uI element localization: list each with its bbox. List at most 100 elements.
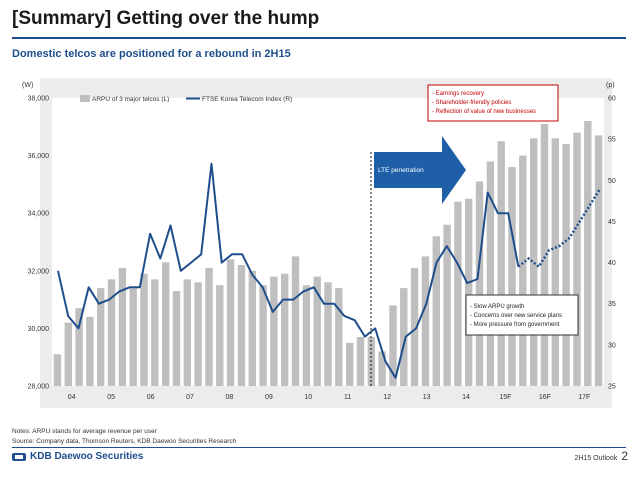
left-tick-label: 34,000	[28, 211, 50, 218]
bar	[107, 279, 116, 386]
bar	[64, 322, 72, 386]
x-tick-label: 17F	[578, 394, 590, 401]
x-tick-label: 08	[226, 394, 234, 401]
bottom-annotation-text: - Slow ARPU growth	[470, 304, 524, 310]
title-rule	[12, 37, 626, 39]
source-line: Source: Company data, Thomson Reuters, K…	[12, 438, 237, 445]
left-tick-label: 36,000	[28, 153, 50, 160]
right-tick-label: 40	[608, 260, 616, 267]
right-tick-label: 50	[608, 178, 616, 185]
bar	[75, 308, 83, 386]
notes-line: Notes: ARPU stands for average revenue p…	[12, 428, 157, 435]
top-annotation-text: - Shareholder-friendly policies	[432, 100, 511, 106]
x-tick-label: 09	[265, 394, 273, 401]
bar	[594, 135, 603, 386]
bar	[129, 288, 137, 386]
legend-bar-swatch	[80, 95, 90, 102]
bar	[573, 132, 581, 386]
bar	[530, 138, 538, 386]
x-tick-label: 11	[344, 394, 351, 401]
left-tick-label: 28,000	[28, 384, 50, 391]
bar	[302, 285, 311, 386]
bar	[97, 288, 105, 386]
bar	[162, 262, 170, 386]
bar	[270, 276, 278, 386]
bar	[346, 342, 354, 386]
logo: KDB Daewoo Securities	[12, 451, 143, 462]
notes: Notes: ARPU stands for average revenue p…	[12, 427, 236, 447]
x-tick-label: 14	[462, 394, 470, 401]
x-tick-label: 07	[186, 394, 194, 401]
bar	[140, 273, 148, 386]
x-tick-label: 16F	[539, 394, 551, 401]
left-tick-label: 30,000	[28, 326, 50, 333]
x-tick-label: 06	[147, 394, 155, 401]
right-axis-unit: (p)	[606, 82, 615, 89]
bar	[205, 267, 213, 386]
left-tick-label: 38,000	[28, 96, 50, 103]
bar	[551, 138, 559, 386]
bar	[497, 141, 505, 386]
bar	[356, 337, 365, 386]
x-tick-label: 05	[107, 394, 115, 401]
doc-label: 2H15 Outlook	[574, 455, 618, 462]
footer-rule	[12, 447, 626, 448]
bar	[172, 291, 181, 386]
left-axis-unit: (W)	[22, 82, 33, 89]
bar	[237, 265, 246, 386]
chart: 04 05 06 07 08 09 10 11 12 13 14 15F 16F 17F 28,000 30,…	[22, 78, 616, 408]
bar	[194, 282, 202, 386]
page-subtitle: Domestic telcos are positioned for a reb…	[12, 48, 291, 60]
bar	[562, 144, 570, 386]
right-tick-label: 55	[608, 137, 616, 144]
right-tick-label: 25	[608, 384, 616, 391]
lte-arrow	[374, 136, 466, 204]
index-forecast-line	[517, 187, 602, 269]
left-tick-label: 32,000	[28, 268, 50, 275]
bottom-annotation-text: - More pressure from government	[470, 322, 560, 328]
bar	[291, 256, 300, 386]
bar	[410, 267, 419, 386]
bar	[443, 224, 451, 386]
bar	[584, 121, 592, 386]
right-tick-label: 45	[608, 219, 616, 226]
bar	[421, 256, 430, 386]
bar	[86, 316, 94, 386]
x-tick-label: 15F	[499, 394, 511, 401]
bar	[475, 181, 484, 386]
page-title: [Summary] Getting over the hump	[12, 8, 320, 29]
x-tick-label: 13	[423, 394, 431, 401]
bar	[183, 279, 191, 386]
top-annotation-text: - Reflection of value of new businesses	[432, 109, 536, 115]
bar	[118, 267, 127, 386]
x-tick-label: 04	[68, 394, 76, 401]
bar	[378, 351, 386, 386]
bar	[400, 288, 408, 386]
bar	[335, 288, 343, 386]
bar	[486, 161, 495, 386]
right-tick-label: 60	[608, 96, 616, 103]
right-tick-label: 30	[608, 342, 616, 349]
footer-right: 2H15 Outlook 2	[575, 449, 629, 463]
bar	[226, 259, 235, 386]
bar	[281, 273, 289, 386]
logo-mark-icon	[12, 452, 26, 461]
bar	[508, 167, 516, 386]
x-tick-label: 10	[304, 394, 312, 401]
bar	[248, 270, 256, 386]
bar	[313, 276, 321, 386]
bar	[151, 279, 159, 386]
bar	[454, 201, 462, 386]
bottom-annotation-box	[465, 294, 579, 336]
right-tick-label: 35	[608, 301, 616, 308]
top-annotation-text: - Earnings recovery	[432, 91, 484, 97]
bar	[519, 155, 527, 386]
lte-label: LTE penetration	[378, 167, 424, 174]
bar	[540, 123, 549, 387]
bottom-annotation-text: - Concerns over new service plans	[470, 313, 562, 319]
legend-line-label: FTSE Korea Telecom Index (R)	[202, 96, 292, 103]
bar	[465, 198, 473, 386]
legend-bar-label: ARPU of 3 major telcos (L)	[92, 96, 169, 103]
bar	[216, 285, 224, 386]
bar	[53, 354, 62, 386]
